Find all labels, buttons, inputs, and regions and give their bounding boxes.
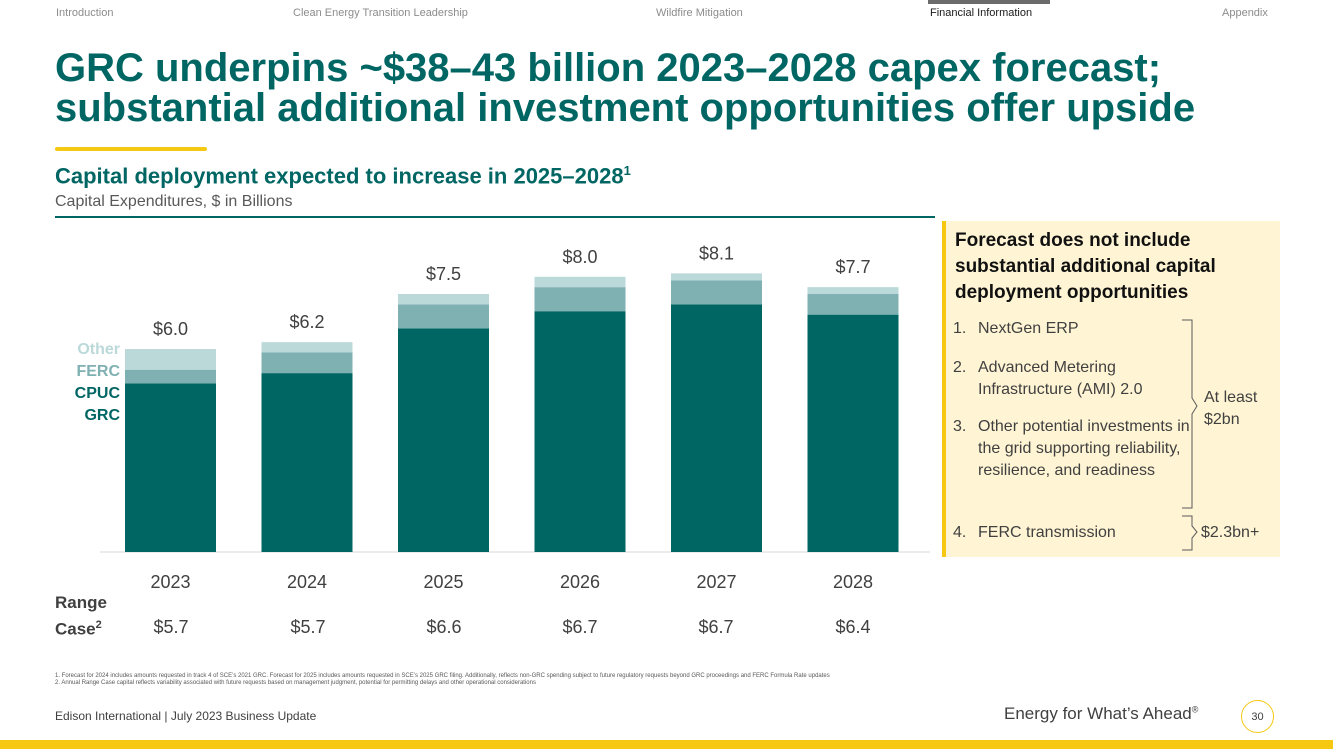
title-accent-bar xyxy=(55,147,207,151)
bar-segment-grc-2025 xyxy=(398,328,489,552)
brace-items-1-3 xyxy=(1182,319,1198,509)
bar-total-label: $6.2 xyxy=(289,312,324,332)
unit-label: Capital Expenditures, $ in Billions xyxy=(55,193,293,210)
x-axis-label: 2026 xyxy=(560,572,600,592)
range-case-label-line2: Case xyxy=(55,619,96,639)
bar-total-label: $8.0 xyxy=(562,247,597,267)
registered-mark: ® xyxy=(1191,704,1199,715)
legend-cpuc: CPUC xyxy=(75,385,121,402)
legend-ferc: FERC xyxy=(76,363,120,380)
range-case-label: Range Case2 xyxy=(55,592,107,641)
chart-subtitle-text: Capital deployment expected to increase … xyxy=(55,163,624,189)
brace-note-line1: At least xyxy=(1204,389,1258,406)
footnote-ref-2: 2 xyxy=(95,619,102,631)
range-case-value: $6.7 xyxy=(562,617,598,637)
x-axis-label: 2027 xyxy=(696,572,736,592)
list-item-number: 1. xyxy=(953,320,967,337)
bar-segment-ferc-2027 xyxy=(671,280,762,305)
list-item-text: Other potential investments in the grid … xyxy=(978,418,1190,479)
brand-tagline-text: Energy for What’s Ahead xyxy=(1004,704,1192,723)
bar-segment-grc-2028 xyxy=(807,314,899,552)
legend-grc: GRC xyxy=(84,407,120,424)
footnotes: 1. Forecast for 2024 includes amounts re… xyxy=(55,673,830,687)
bar-total-label: $8.1 xyxy=(699,243,734,263)
page-number: 30 xyxy=(1241,700,1274,733)
capex-chart: $6.0 2023 $6.2 2024 $7.5 2025 $8.0 2026 $8.1 2027… xyxy=(75,243,930,592)
bar-segment-grc-2024 xyxy=(261,373,353,552)
chart-subtitle: Capital deployment expected to increase … xyxy=(55,163,631,189)
range-case-value: $6.7 xyxy=(698,617,734,637)
brace-note-at-least: At least $2bn xyxy=(1204,387,1257,431)
nav-clean-energy[interactable]: Clean Energy Transition Leadership xyxy=(293,7,468,19)
brace-item-4 xyxy=(1182,515,1198,551)
bar-segment-ferc-2025 xyxy=(398,304,489,329)
opportunities-panel xyxy=(942,221,1280,557)
x-axis-label: 2024 xyxy=(287,572,327,592)
x-axis-label: 2028 xyxy=(833,572,873,592)
range-case-value: $5.7 xyxy=(290,617,326,637)
header-rule xyxy=(55,216,935,218)
brace-lines xyxy=(1182,319,1198,551)
page-title: GRC underpins ~$38–43 billion 2023–2028 … xyxy=(55,46,1196,130)
bar-segment-other-2028 xyxy=(807,287,899,294)
active-section-indicator xyxy=(928,0,1050,4)
bar-total-label: $6.0 xyxy=(153,319,188,339)
list-item-text: Advanced Metering Infrastructure (AMI) 2… xyxy=(978,359,1143,398)
bar-segment-other-2026 xyxy=(534,276,626,288)
panel-title: Forecast does not include substantial ad… xyxy=(955,230,1216,303)
range-case-value: $5.7 xyxy=(153,617,189,637)
nav-appendix[interactable]: Appendix xyxy=(1222,7,1268,19)
brand-tagline: Energy for What’s Ahead® xyxy=(1004,704,1198,724)
bar-total-label: $7.7 xyxy=(835,257,870,277)
bottom-accent-band xyxy=(0,740,1333,749)
list-item-text: NextGen ERP xyxy=(978,320,1079,337)
footnote-1: 1. Forecast for 2024 includes amounts re… xyxy=(55,673,830,679)
x-axis-label: 2023 xyxy=(150,572,190,592)
bar-segment-ferc-2023 xyxy=(125,369,216,384)
footer-source: Edison International | July 2023 Busines… xyxy=(55,709,317,723)
nav-introduction[interactable]: Introduction xyxy=(56,7,114,19)
bar-total-label: $7.5 xyxy=(426,264,461,284)
range-case-value: $6.6 xyxy=(426,617,462,637)
bar-segment-ferc-2028 xyxy=(807,294,899,315)
bar-segment-other-2027 xyxy=(671,273,762,281)
section-nav: Introduction Clean Energy Transition Lea… xyxy=(0,0,1333,22)
panel-accent-stripe xyxy=(942,221,946,557)
legend-other: Other xyxy=(77,341,120,358)
range-case-value: $6.4 xyxy=(835,617,871,637)
bar-segment-other-2024 xyxy=(261,342,353,353)
brace-note-line2: $2bn xyxy=(1204,411,1240,428)
list-item-number: 4. xyxy=(953,524,967,541)
bar-segment-grc-2026 xyxy=(534,311,626,552)
bar-segment-ferc-2024 xyxy=(261,352,353,374)
range-case-label-line1: Range xyxy=(55,593,107,612)
bar-segment-grc-2027 xyxy=(671,304,762,552)
brace-note-ferc: $2.3bn+ xyxy=(1201,524,1260,541)
footnote-2: 2. Annual Range Case capital reflects va… xyxy=(55,680,536,686)
nav-wildfire-mitigation[interactable]: Wildfire Mitigation xyxy=(656,7,743,19)
bar-segment-grc-2023 xyxy=(125,383,216,552)
bar-segment-ferc-2026 xyxy=(534,287,626,312)
nav-financial-information[interactable]: Financial Information xyxy=(930,7,1033,19)
bar-segment-other-2023 xyxy=(125,349,216,370)
list-item-text: FERC transmission xyxy=(978,524,1116,541)
list-item-number: 2. xyxy=(953,359,967,376)
bar-segment-other-2025 xyxy=(398,294,489,305)
footnote-ref-1: 1 xyxy=(623,163,631,178)
list-item-number: 3. xyxy=(953,418,967,435)
x-axis-label: 2025 xyxy=(423,572,463,592)
